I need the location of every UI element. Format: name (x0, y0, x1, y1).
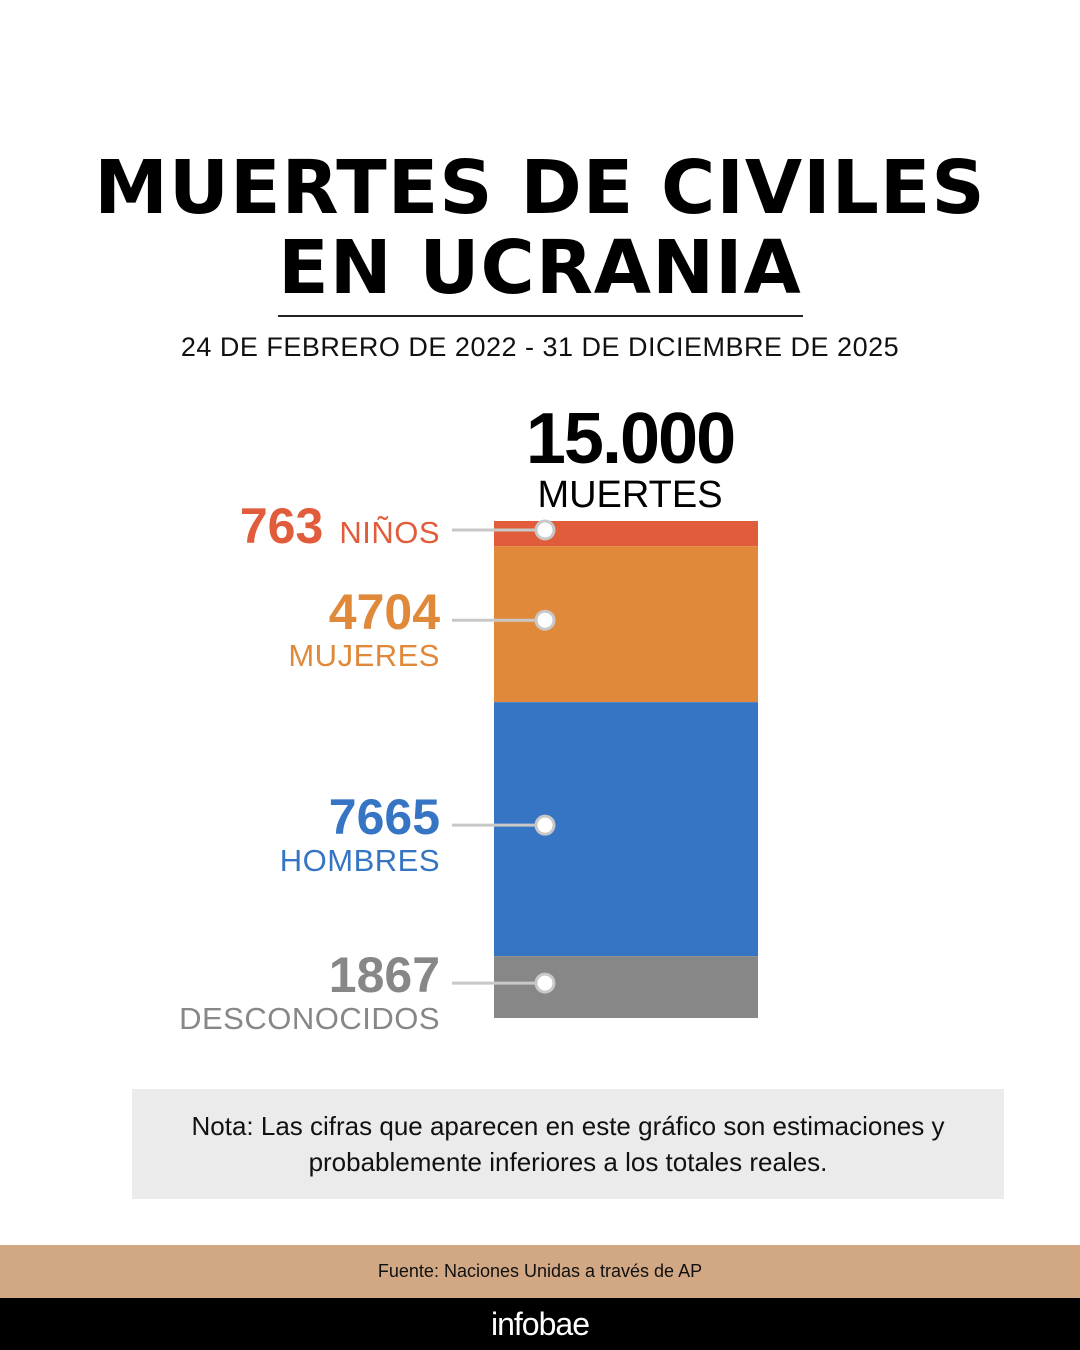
brand-logo: infobae (491, 1305, 590, 1342)
total-label: MUERTES (537, 474, 723, 516)
data-label: 7665 (328, 789, 440, 846)
leader-dot (534, 814, 556, 836)
category-label: DESCONOCIDOS (179, 1001, 440, 1037)
segment-label: 7665 HOMBRES (280, 791, 440, 879)
total-value: 15.000 (525, 399, 736, 479)
leader-dot (534, 972, 556, 994)
leader-dot (534, 519, 556, 541)
title-line-2: EN UCRANIA (278, 225, 802, 311)
data-label: 763 (239, 498, 324, 554)
title-line-1: MUERTES DE CIVILES (94, 145, 986, 231)
source-text: Fuente: Naciones Unidas a través de AP (377, 1261, 703, 1281)
bar-segment-1 (494, 546, 758, 703)
data-label: 1867 (328, 947, 440, 1004)
note-text: Nota: Las cifras que aparecen en este gr… (191, 1111, 945, 1177)
category-label: MUJERES (288, 638, 440, 674)
source-bar: Fuente: Naciones Unidas a través de AP (0, 1245, 1080, 1298)
segment-label: 763 NIÑOS (240, 500, 440, 552)
category-label: NIÑOS (339, 515, 440, 550)
category-label: HOMBRES (279, 843, 440, 879)
bar-segment-3 (494, 956, 758, 1018)
data-label: 4704 (328, 584, 440, 641)
brand-footer: infobae (0, 1298, 1080, 1350)
bar-segment-2 (494, 702, 758, 957)
stacked-bar-chart (452, 519, 758, 1018)
chart-title: MUERTES DE CIVILES EN UCRANIA (0, 148, 1080, 308)
title-underline (278, 315, 803, 317)
note-box: Nota: Las cifras que aparecen en este gr… (132, 1089, 1004, 1199)
leader-dot (534, 609, 556, 631)
segment-label: 1867 DESCONOCIDOS (179, 949, 440, 1037)
segment-label: 4704 MUJERES (288, 586, 440, 674)
date-range: 24 DE FEBRERO DE 2022 - 31 DE DICIEMBRE … (180, 332, 900, 362)
bar-segment-0 (494, 521, 758, 547)
